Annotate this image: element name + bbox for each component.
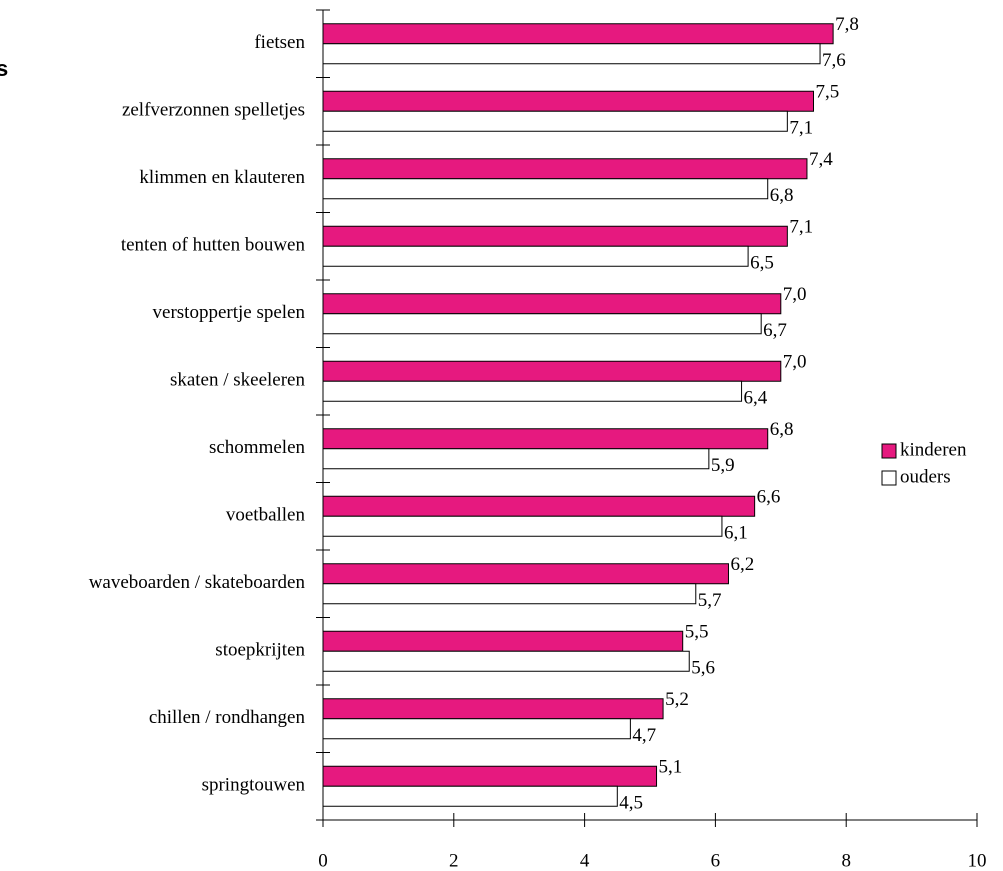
value-label: 5,9 [711, 455, 735, 476]
category-label: tenten of hutten bouwen [121, 235, 306, 256]
category-label: stoepkrijten [215, 640, 305, 661]
bar [322, 718, 631, 740]
bar [322, 178, 769, 200]
value-label: 7,4 [809, 149, 833, 170]
category-label: fietsen [254, 32, 305, 53]
bar [322, 563, 729, 585]
category-label: zelfverzonnen spelletjes [122, 100, 305, 121]
value-label: 6,7 [763, 320, 787, 341]
value-label: 5,2 [665, 689, 689, 710]
bar [322, 515, 723, 537]
bar [322, 360, 782, 382]
category-label: voetballen [226, 505, 306, 526]
legend-marker [881, 470, 897, 486]
value-label: 7,1 [789, 217, 813, 238]
bar [322, 90, 814, 112]
value-label: 7,6 [822, 50, 846, 71]
value-label: 7,1 [789, 118, 813, 139]
bar [322, 245, 749, 267]
category-label: springtouwen [202, 775, 306, 796]
bar [322, 495, 756, 517]
bar [322, 630, 684, 652]
value-label: 6,1 [724, 523, 748, 544]
bar [322, 650, 690, 672]
value-label: 5,1 [659, 757, 683, 778]
x-tick-label: 6 [711, 850, 721, 871]
value-label: 7,0 [783, 352, 807, 373]
category-label: verstoppertje spelen [153, 302, 306, 323]
bar [322, 43, 821, 65]
category-label: klimmen en klauteren [139, 167, 305, 188]
bar [322, 428, 769, 450]
bar [322, 110, 788, 132]
x-tick-label: 4 [580, 850, 590, 871]
bar [322, 698, 664, 720]
value-label: 7,5 [816, 82, 840, 103]
value-label: 6,8 [770, 185, 794, 206]
value-label: 6,8 [770, 419, 794, 440]
annotation: s [0, 56, 8, 81]
bar [322, 293, 782, 315]
value-label: 7,8 [835, 14, 859, 35]
value-label: 4,5 [619, 793, 643, 814]
x-tick-label: 2 [449, 850, 459, 871]
bar [322, 785, 618, 807]
bar [322, 380, 743, 402]
x-tick-label: 8 [841, 850, 851, 871]
value-label: 5,7 [698, 590, 722, 611]
category-label: schommelen [209, 437, 306, 458]
legend-marker [881, 443, 897, 459]
value-label: 6,5 [750, 253, 774, 274]
bar [322, 225, 788, 247]
bar [322, 313, 762, 335]
x-tick-label: 0 [318, 850, 328, 871]
category-label: skaten / skeeleren [170, 370, 306, 391]
category-label: chillen / rondhangen [149, 707, 306, 728]
bar [322, 765, 658, 787]
value-label: 6,4 [744, 388, 768, 409]
value-label: 6,2 [730, 554, 754, 575]
value-label: 5,5 [685, 622, 709, 643]
value-label: 4,7 [632, 725, 656, 746]
bar [322, 583, 697, 605]
bar [322, 158, 808, 180]
value-label: 6,6 [757, 487, 781, 508]
bar [322, 23, 834, 45]
legend-label: kinderen [900, 439, 967, 460]
value-label: 7,0 [783, 284, 807, 305]
x-tick-label: 10 [968, 850, 987, 871]
legend-label: ouders [900, 466, 951, 487]
value-label: 5,6 [691, 658, 715, 679]
bar [322, 448, 710, 470]
category-label: waveboarden / skateboarden [89, 572, 306, 593]
